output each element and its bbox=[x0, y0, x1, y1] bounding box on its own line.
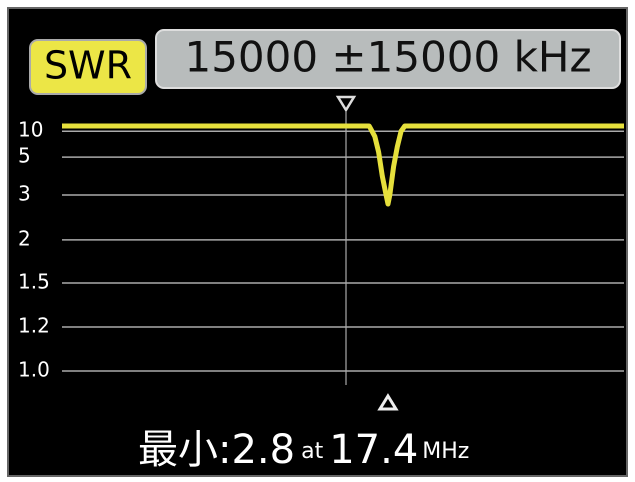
swr-line bbox=[62, 123, 624, 207]
readout-label: 最小: bbox=[138, 427, 231, 473]
y-tick-label: 1.2 bbox=[18, 314, 50, 338]
mode-label: SWR bbox=[44, 44, 132, 88]
readout-unit: MHz bbox=[422, 439, 469, 464]
y-tick-label: 3 bbox=[18, 182, 31, 206]
mode-box bbox=[29, 39, 147, 95]
readout-at: at bbox=[301, 439, 323, 464]
readout-swr: 2.8 bbox=[231, 427, 295, 473]
y-tick-label: 10 bbox=[18, 118, 43, 142]
y-tick-label: 1.5 bbox=[18, 270, 50, 294]
readout: 最小:2.8 at 17.4 MHz bbox=[138, 427, 469, 473]
span-box bbox=[155, 29, 621, 89]
span-label: 15000 ±15000 kHz bbox=[184, 33, 591, 82]
y-tick-label: 2 bbox=[18, 226, 31, 250]
y-tick-label: 5 bbox=[18, 144, 31, 168]
y-tick-label: 1.0 bbox=[18, 358, 50, 382]
min-marker bbox=[377, 393, 399, 411]
readout-freq: 17.4 bbox=[329, 427, 418, 473]
center-marker bbox=[335, 95, 357, 113]
